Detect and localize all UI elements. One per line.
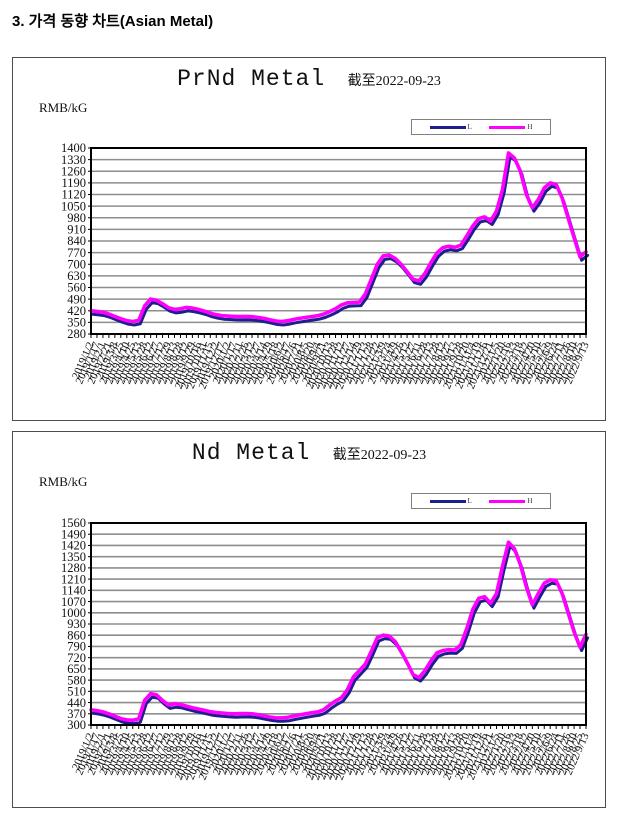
chart-asof-date: 截至2022-09-23 bbox=[332, 448, 427, 463]
svg-text:1210: 1210 bbox=[61, 572, 86, 586]
svg-text:1560: 1560 bbox=[61, 516, 86, 530]
svg-text:930: 930 bbox=[67, 617, 86, 631]
prnd-metal-chart-panel: 1400 1330 1260 1190 1120 1050 980 910 840 770 700 6… bbox=[12, 57, 606, 421]
legend: L H bbox=[411, 119, 551, 135]
svg-text:370: 370 bbox=[67, 707, 86, 721]
svg-text:790: 790 bbox=[67, 640, 86, 654]
chart-title: Nd Metal bbox=[191, 440, 311, 466]
svg-text:560: 560 bbox=[67, 281, 86, 295]
y-axis-labels: 1400133012601190112010509809108407707006… bbox=[61, 141, 86, 341]
chart-title-row: PrNd Metal 截至2022-09-23 bbox=[13, 66, 605, 92]
legend-label-high: H bbox=[527, 497, 533, 505]
legend-label-low: L bbox=[467, 497, 472, 505]
svg-text:630: 630 bbox=[67, 269, 86, 283]
svg-text:350: 350 bbox=[67, 316, 86, 330]
svg-text:510: 510 bbox=[67, 685, 86, 699]
legend-label-low: L bbox=[467, 123, 472, 131]
plot-frame bbox=[90, 522, 587, 726]
svg-text:910: 910 bbox=[67, 223, 86, 237]
svg-text:1070: 1070 bbox=[61, 595, 86, 609]
low-series-line-swatch bbox=[429, 499, 466, 503]
low-series-line-swatch bbox=[429, 125, 466, 129]
svg-text:770: 770 bbox=[67, 246, 86, 260]
svg-text:860: 860 bbox=[67, 628, 86, 642]
x-axis-labels: 2019/1/22019/1/172019/2/12019/2/212019/3… bbox=[70, 334, 592, 391]
legend-item-high: H bbox=[489, 497, 532, 505]
plot-frame bbox=[90, 147, 587, 335]
svg-text:420: 420 bbox=[67, 304, 86, 318]
chart-asof-date: 截至2022-09-23 bbox=[347, 74, 441, 89]
svg-text:1190: 1190 bbox=[61, 176, 86, 190]
legend-item-low: L bbox=[429, 497, 472, 505]
legend-item-high: H bbox=[489, 123, 532, 131]
svg-text:280: 280 bbox=[67, 327, 86, 341]
high-series-line-swatch bbox=[489, 499, 526, 503]
svg-text:1280: 1280 bbox=[61, 561, 86, 575]
svg-text:300: 300 bbox=[67, 718, 86, 732]
y-axis-labels: 1560149014201350128012101140107010009308… bbox=[61, 516, 86, 732]
svg-text:840: 840 bbox=[67, 234, 86, 248]
svg-text:1260: 1260 bbox=[61, 164, 86, 178]
y-axis-unit-label: RMB/kG bbox=[39, 100, 88, 115]
high-series-line-swatch bbox=[489, 125, 526, 129]
svg-text:1000: 1000 bbox=[61, 606, 86, 620]
svg-text:1140: 1140 bbox=[61, 584, 86, 598]
y-gridlines bbox=[88, 522, 586, 726]
svg-text:720: 720 bbox=[67, 651, 86, 665]
legend-item-low: L bbox=[429, 123, 472, 131]
page-heading: 3. 가격 동향 차트(Asian Metal) bbox=[12, 13, 214, 30]
nd-metal-chart-panel: 1560 1490 1420 1350 1280 1210 1140 1070 1000 930 8… bbox=[12, 431, 606, 808]
low-price-line bbox=[91, 154, 590, 327]
svg-text:1350: 1350 bbox=[61, 550, 86, 564]
svg-text:700: 700 bbox=[67, 257, 86, 271]
svg-text:1050: 1050 bbox=[61, 199, 86, 213]
svg-text:1330: 1330 bbox=[61, 153, 86, 167]
high-price-line bbox=[89, 151, 588, 324]
legend: L H bbox=[411, 493, 551, 509]
prnd-price-chart: 1400133012601190112010509809108407707006… bbox=[61, 141, 592, 391]
legend-label-high: H bbox=[527, 123, 533, 131]
svg-text:1490: 1490 bbox=[61, 527, 86, 541]
chart-title-row: Nd Metal 截至2022-09-23 bbox=[13, 440, 605, 466]
svg-text:1120: 1120 bbox=[61, 188, 86, 202]
svg-text:980: 980 bbox=[67, 211, 86, 225]
svg-text:1420: 1420 bbox=[61, 539, 86, 553]
low-price-line bbox=[91, 544, 590, 726]
y-gridlines bbox=[88, 147, 586, 335]
svg-text:490: 490 bbox=[67, 292, 86, 306]
svg-text:650: 650 bbox=[67, 662, 86, 676]
svg-text:1400: 1400 bbox=[61, 141, 86, 155]
svg-text:440: 440 bbox=[67, 696, 86, 710]
chart-title: PrNd Metal bbox=[177, 66, 326, 92]
svg-text:580: 580 bbox=[67, 673, 86, 687]
nd-price-chart: 1560149014201350128012101140107010009308… bbox=[61, 516, 592, 782]
high-price-line bbox=[89, 540, 588, 723]
x-axis-labels: 2019/1/22019/1/172019/2/12019/2/212019/3… bbox=[70, 725, 592, 782]
y-axis-unit-label: RMB/kG bbox=[39, 474, 88, 489]
